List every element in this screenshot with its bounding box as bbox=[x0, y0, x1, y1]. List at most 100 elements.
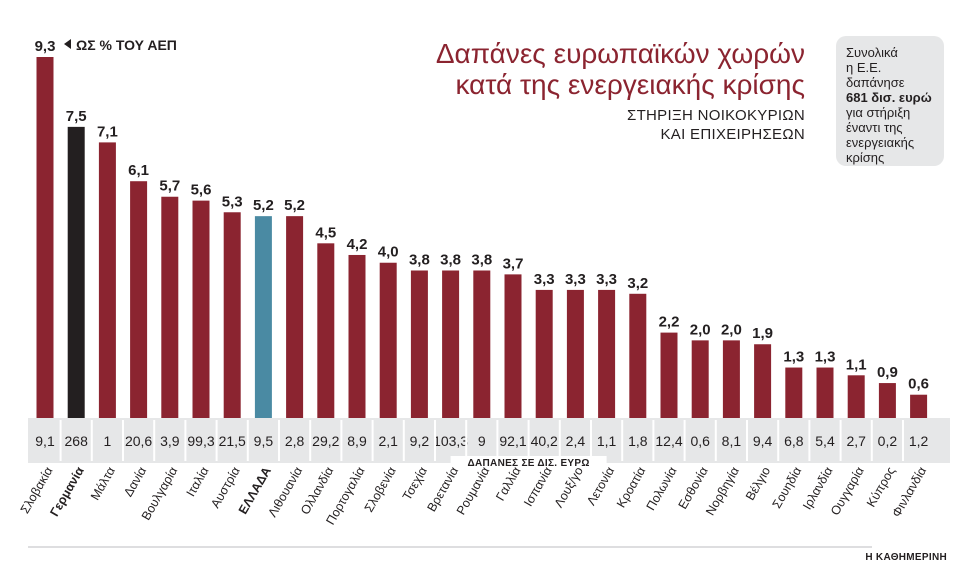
country-label: Εσθονία bbox=[676, 465, 711, 512]
spending-label: 99,3 bbox=[187, 433, 214, 449]
spending-label: 5,4 bbox=[815, 433, 835, 449]
percent-label: 1,3 bbox=[815, 349, 836, 366]
spending-label: 9,2 bbox=[410, 433, 430, 449]
spending-label: 2,8 bbox=[285, 433, 305, 449]
bar bbox=[98, 142, 116, 419]
spending-strip-background bbox=[28, 418, 950, 463]
percent-label: 5,6 bbox=[191, 182, 212, 199]
bar bbox=[566, 289, 584, 418]
country-label: Δανία bbox=[121, 465, 149, 500]
bar bbox=[442, 270, 460, 418]
percent-label: 3,8 bbox=[409, 251, 430, 268]
spending-label: 9,4 bbox=[753, 433, 773, 449]
spending-label: 0,6 bbox=[690, 433, 710, 449]
info-line-1: Συνολικά bbox=[846, 45, 898, 60]
bar bbox=[785, 367, 803, 418]
source-credit: Η ΚΑΘΗΜΕΡΙΝΗ bbox=[865, 552, 947, 563]
country-label: Αυστρία bbox=[208, 465, 243, 511]
info-line-2: η Ε.Ε. δαπάνησε bbox=[846, 60, 905, 90]
bars-group bbox=[36, 57, 928, 419]
percent-label: 6,1 bbox=[128, 162, 149, 179]
spending-label: 8,1 bbox=[722, 433, 742, 449]
chart-subtitle: ΣΤΗΡΙΞΗ ΝΟΙΚΟΚΥΡΙΩΝ ΚΑΙ ΕΠΙΧΕΙΡΗΣΕΩΝ bbox=[505, 106, 805, 144]
percent-label: 3,3 bbox=[565, 271, 586, 288]
percent-label: 5,7 bbox=[159, 178, 180, 195]
title-line-1: Δαπάνες ευρωπαϊκών χωρών bbox=[435, 38, 805, 69]
spending-label: 12,4 bbox=[655, 433, 682, 449]
unit-note-text: ΩΣ % ΤΟΥ ΑΕΠ bbox=[76, 37, 177, 53]
percent-label: 3,2 bbox=[627, 275, 648, 292]
percent-label: 5,2 bbox=[253, 197, 274, 214]
spending-axis-label: ΔΑΠΑΝΕΣ ΣΕ ΔΙΣ. ΕΥΡΩ bbox=[468, 458, 590, 469]
strip-label-background bbox=[450, 456, 607, 469]
country-label: Ισπανία bbox=[521, 465, 555, 509]
bar bbox=[878, 383, 896, 418]
percent-label: 5,3 bbox=[222, 193, 243, 210]
bar bbox=[379, 262, 397, 418]
bar bbox=[348, 254, 366, 418]
bar bbox=[598, 289, 616, 418]
percent-label: 7,1 bbox=[97, 123, 118, 140]
spending-label: 1,1 bbox=[597, 433, 617, 449]
bar bbox=[254, 216, 272, 418]
spending-label: 2,1 bbox=[378, 433, 398, 449]
country-label: Λετονία bbox=[584, 465, 617, 508]
left-arrow-icon bbox=[64, 39, 71, 49]
bar bbox=[223, 212, 241, 418]
percent-label: 1,3 bbox=[783, 349, 804, 366]
spending-label: 2,4 bbox=[566, 433, 586, 449]
spending-label: 1,2 bbox=[909, 433, 929, 449]
percent-label: 7,5 bbox=[66, 108, 87, 125]
spending-label: 92,1 bbox=[499, 433, 526, 449]
spending-label: 8,9 bbox=[347, 433, 367, 449]
spending-label: 1,8 bbox=[628, 433, 648, 449]
percent-label: 3,3 bbox=[596, 271, 617, 288]
bar bbox=[286, 216, 304, 418]
country-label: Κροατία bbox=[614, 465, 648, 511]
spending-label: 9,5 bbox=[254, 433, 274, 449]
bar bbox=[67, 126, 85, 418]
bar bbox=[722, 340, 740, 418]
spending-label: 0,2 bbox=[878, 433, 898, 449]
bar bbox=[36, 57, 54, 418]
country-label: Μάλτα bbox=[88, 465, 118, 503]
spending-labels-group: 9,1 268 1 20,6 3,9 99,3 21,5 9,5 2,8 29,2 8,9 2,1 9,… bbox=[35, 433, 928, 449]
bar bbox=[130, 181, 148, 418]
spending-label: 29,2 bbox=[312, 433, 339, 449]
percent-label: 2,2 bbox=[659, 314, 680, 331]
info-amount: 681 δισ. ευρώ bbox=[846, 90, 932, 105]
bar bbox=[161, 196, 179, 418]
country-label: Σουηδία bbox=[770, 465, 805, 511]
spending-label: 2,7 bbox=[846, 433, 866, 449]
chart-title: Δαπάνες ευρωπαϊκών χωρών κατά της ενεργε… bbox=[385, 38, 805, 100]
bar bbox=[910, 394, 928, 418]
info-line-4: για στήριξη bbox=[846, 105, 911, 120]
percent-label: 2,0 bbox=[690, 321, 711, 338]
percent-label: 1,1 bbox=[846, 356, 867, 373]
bar bbox=[535, 289, 553, 418]
bar bbox=[410, 270, 428, 418]
country-label: Πολωνία bbox=[644, 465, 680, 513]
spending-label: 6,8 bbox=[784, 433, 804, 449]
percent-label: 0,9 bbox=[877, 364, 898, 381]
bar bbox=[691, 340, 709, 418]
percent-label: 3,8 bbox=[440, 251, 461, 268]
info-line-7: κρίσης bbox=[846, 150, 885, 165]
percent-label: 3,7 bbox=[503, 255, 524, 272]
subtitle-line-1: ΣΤΗΡΙΞΗ ΝΟΙΚΟΚΥΡΙΩΝ bbox=[627, 107, 805, 124]
bar bbox=[629, 293, 647, 418]
bar bbox=[504, 274, 522, 418]
spending-label: 1 bbox=[104, 433, 112, 449]
bar bbox=[473, 270, 491, 418]
bar bbox=[317, 243, 335, 418]
spending-label: 9 bbox=[478, 433, 486, 449]
percent-label: 1,9 bbox=[752, 325, 773, 342]
percent-label: 5,2 bbox=[284, 197, 305, 214]
percent-label: 2,0 bbox=[721, 321, 742, 338]
bar bbox=[660, 332, 678, 418]
spending-label: 3,9 bbox=[160, 433, 180, 449]
country-label: Βέλγιο bbox=[743, 464, 773, 502]
spending-label: 268 bbox=[65, 433, 89, 449]
